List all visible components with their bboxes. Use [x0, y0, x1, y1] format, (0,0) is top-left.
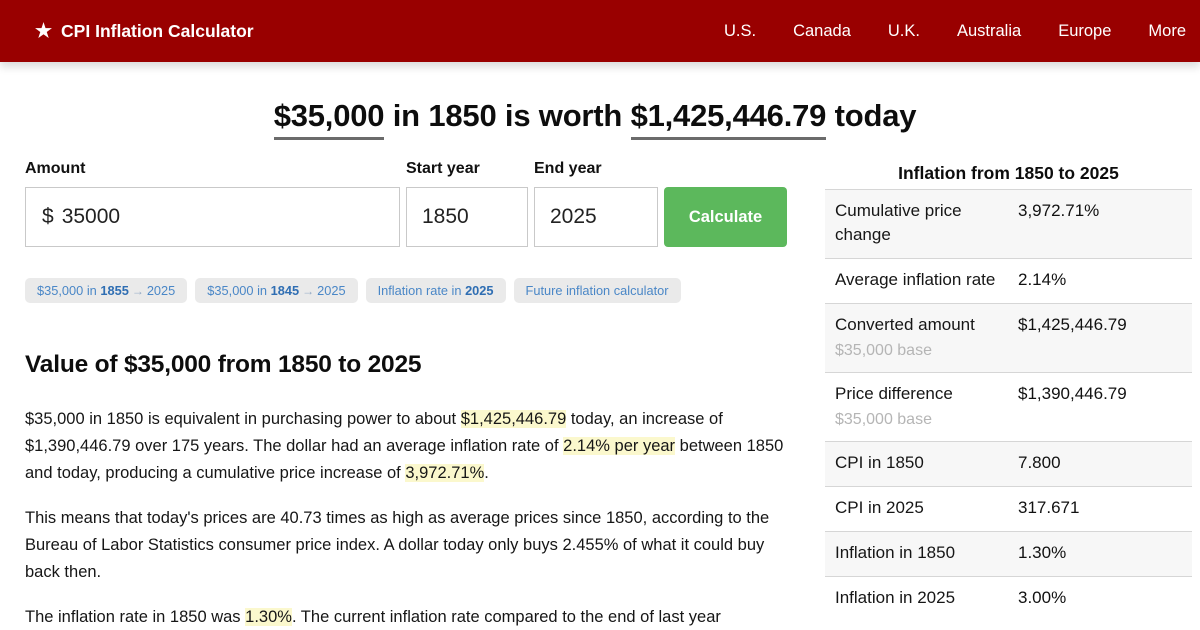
arrow-right-icon: → — [131, 284, 144, 298]
highlight-avg-rate: 2.14% per year — [563, 437, 676, 455]
end-year-label: End year — [534, 160, 602, 177]
start-year-inputbox — [406, 187, 528, 247]
chip-inflation-rate-link[interactable]: Inflation rate in 2025 — [365, 278, 506, 303]
chip-year: 1855 — [100, 283, 129, 298]
chip-text: Inflation rate in — [377, 283, 466, 298]
main-column: Amount $ Start year End year Calculate — [25, 160, 787, 630]
summary-table-title: Inflation from 1850 to 2025 — [898, 163, 1119, 183]
row-value: 3,972.71% — [1018, 201, 1100, 220]
top-navbar: ★ CPI Inflation Calculator U.S. Canada U… — [0, 0, 1200, 62]
text: . — [484, 464, 489, 482]
row-value: 2.14% — [1018, 270, 1067, 289]
chip-year: 1845 — [270, 283, 300, 298]
nav-item-more[interactable]: More — [1148, 21, 1186, 40]
row-label: Converted amount — [835, 315, 975, 334]
nav-item-australia[interactable]: Australia — [956, 21, 1022, 40]
chip-1855-link[interactable]: $35,000 in 1855 → 2025 — [25, 278, 188, 303]
row-label: Price difference — [835, 384, 953, 403]
calculator-form: Amount $ Start year End year Calculate — [25, 160, 787, 247]
table-row: Converted amount $35,000 base $1,425,446.… — [825, 303, 1192, 372]
summary-sidebar: Inflation from 1850 to 2025 Cumulative p… — [825, 160, 1192, 621]
row-label: CPI in 2025 — [835, 498, 924, 517]
start-year-label: Start year — [406, 160, 480, 177]
brand-home-link[interactable]: ★ CPI Inflation Calculator — [35, 21, 254, 42]
highlight-converted-amount: $1,425,446.79 — [460, 410, 567, 428]
amount-inputbox: $ — [25, 187, 400, 247]
amount-group: Amount $ — [25, 160, 400, 247]
paragraph-inflation-rate: The inflation rate in 1850 was 1.30%. Th… — [25, 604, 787, 630]
hero-worth: $1,425,446.79 — [630, 98, 826, 140]
chip-text: 2025 — [317, 283, 346, 298]
row-label: Cumulative price change — [835, 201, 962, 244]
table-row: Inflation in 2025 3.00% — [825, 576, 1192, 621]
hero-tail-text: today — [826, 98, 917, 133]
text: today, an increase of $1,390,446.79 over… — [25, 410, 723, 455]
nav-item-us[interactable]: U.S. — [723, 21, 757, 40]
star-icon: ★ — [35, 20, 53, 42]
text: $35,000 in 1850 is equivalent in purchas… — [25, 410, 461, 428]
highlight-1850-rate: 1.30% — [245, 608, 292, 626]
row-value: 317.671 — [1018, 498, 1080, 517]
row-label: CPI in 1850 — [835, 453, 924, 472]
paragraph-price-multiple: This means that today's prices are 40.73… — [25, 509, 770, 581]
amount-label: Amount — [25, 160, 86, 177]
nav-item-uk[interactable]: U.K. — [887, 21, 920, 40]
row-value: 1.30% — [1018, 543, 1067, 562]
hero-amount: $35,000 — [273, 98, 385, 140]
section-heading: Value of $35,000 from 1850 to 2025 — [25, 351, 422, 378]
arrow-right-icon: → — [302, 284, 315, 298]
summary-table: Cumulative price change 3,972.71% Averag… — [825, 189, 1192, 621]
text: The inflation rate in 1850 was — [25, 608, 246, 626]
chip-text: Future inflation calculator — [525, 283, 669, 298]
page-title: $35,000 in 1850 is worth $1,425,446.79 t… — [15, 98, 1175, 140]
table-row: Price difference $35,000 base $1,390,446.… — [825, 372, 1192, 441]
currency-prefix: $ — [42, 205, 54, 228]
table-row: Inflation in 1850 1.30% — [825, 531, 1192, 576]
start-year-input[interactable] — [422, 205, 512, 229]
content-area: Amount $ Start year End year Calculate — [0, 160, 1200, 630]
chip-text: 2025 — [146, 283, 176, 298]
end-year-inputbox — [534, 187, 658, 247]
paragraph-equivalence: $35,000 in 1850 is equivalent in purchas… — [25, 406, 787, 487]
row-label: Inflation in 1850 — [835, 543, 956, 562]
nav-item-europe[interactable]: Europe — [1058, 21, 1112, 40]
article-body: Value of $35,000 from 1850 to 2025 $35,0… — [25, 351, 787, 630]
row-label: Inflation in 2025 — [835, 588, 956, 607]
row-value: $1,390,446.79 — [1018, 384, 1127, 403]
chip-1845-link[interactable]: $35,000 in 1845 → 2025 — [195, 278, 358, 303]
row-value: $1,425,446.79 — [1018, 315, 1127, 334]
brand-title: CPI Inflation Calculator — [61, 20, 254, 41]
quick-links: $35,000 in 1855 → 2025 $35,000 in 1845 → 202… — [25, 278, 787, 303]
row-label: Average inflation rate — [835, 270, 996, 289]
table-row: CPI in 1850 7.800 — [825, 441, 1192, 486]
start-year-group: Start year — [406, 160, 528, 247]
table-row: Average inflation rate 2.14% — [825, 258, 1192, 303]
chip-text: $35,000 in — [37, 283, 101, 298]
chip-year: 2025 — [465, 283, 494, 298]
text: between 1850 and today, producing a cumu… — [25, 437, 784, 482]
end-year-group: End year — [534, 160, 658, 247]
calculate-button[interactable]: Calculate — [664, 187, 787, 247]
nav-menu: U.S. Canada U.K. Australia Europe More — [724, 22, 1186, 41]
table-row: CPI in 2025 317.671 — [825, 486, 1192, 531]
text: . The current inflation rate compared to… — [291, 608, 721, 626]
nav-item-canada[interactable]: Canada — [793, 21, 851, 40]
highlight-cumulative: 3,972.71% — [405, 464, 485, 482]
table-row: Cumulative price change 3,972.71% — [825, 189, 1192, 258]
hero-mid-text: in 1850 is worth — [384, 98, 631, 133]
end-year-input[interactable] — [550, 205, 640, 229]
chip-future-calculator-link[interactable]: Future inflation calculator — [513, 278, 681, 303]
chip-text: $35,000 in — [207, 283, 271, 298]
amount-input[interactable] — [61, 205, 362, 229]
row-sublabel: $35,000 base — [835, 411, 932, 428]
row-value: 3.00% — [1018, 588, 1067, 607]
row-value: 7.800 — [1018, 453, 1061, 472]
row-sublabel: $35,000 base — [835, 342, 932, 359]
